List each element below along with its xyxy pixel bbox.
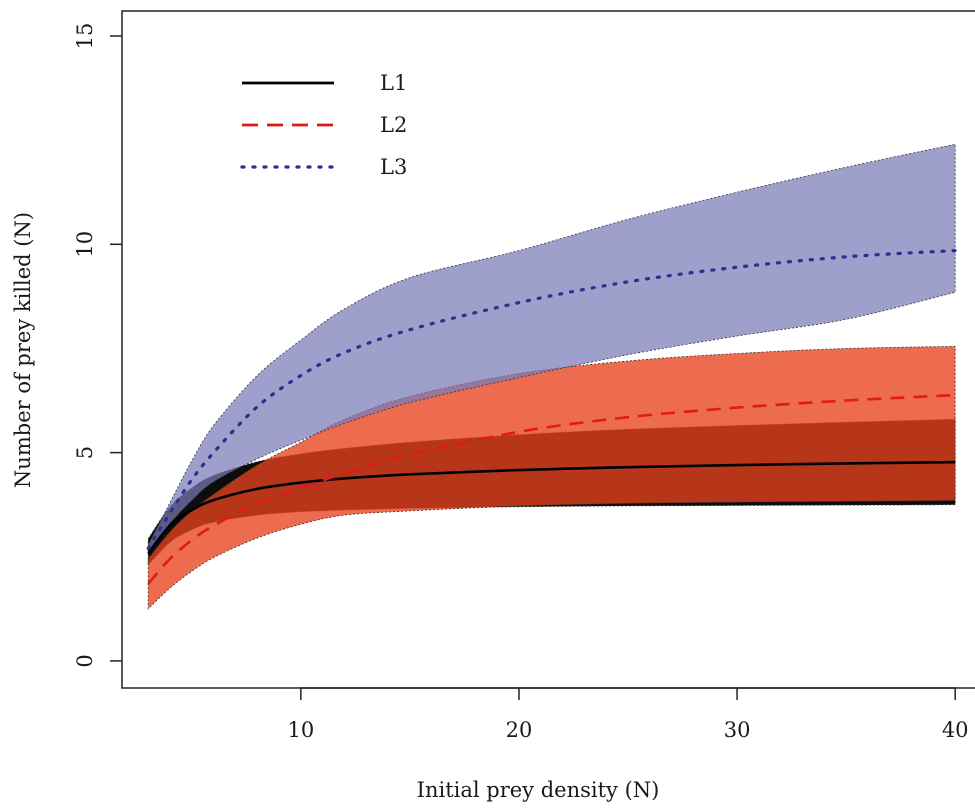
y-tick-label: 15	[73, 23, 97, 50]
x-tick-label: 20	[506, 718, 533, 742]
x-tick-label: 40	[942, 718, 969, 742]
legend: L1 L2 L3	[240, 71, 407, 179]
curve-l3	[146, 249, 957, 550]
curve-l1	[147, 460, 956, 555]
y-tick-label: 5	[73, 446, 97, 459]
y-tick-label: 10	[73, 231, 97, 258]
y-axis-title: Number of prey killed (N)	[11, 212, 35, 488]
fitted-curves	[146, 249, 957, 585]
y-axis: 0 5 10 15	[73, 23, 122, 668]
y-tick-label: 0	[73, 654, 97, 667]
legend-label-l3: L3	[380, 155, 407, 179]
confidence-band-l2	[147, 345, 956, 610]
confidence-band-l3	[147, 143, 956, 554]
x-axis: 10 20 30 40	[287, 687, 969, 742]
x-axis-title: Initial prey density (N)	[417, 778, 660, 802]
x-tick-label: 10	[287, 718, 314, 742]
curve-l2	[147, 393, 956, 585]
x-tick-label: 30	[724, 718, 751, 742]
confidence-bands	[147, 143, 956, 610]
legend-label-l2: L2	[380, 113, 407, 137]
legend-label-l1: L1	[380, 71, 407, 95]
